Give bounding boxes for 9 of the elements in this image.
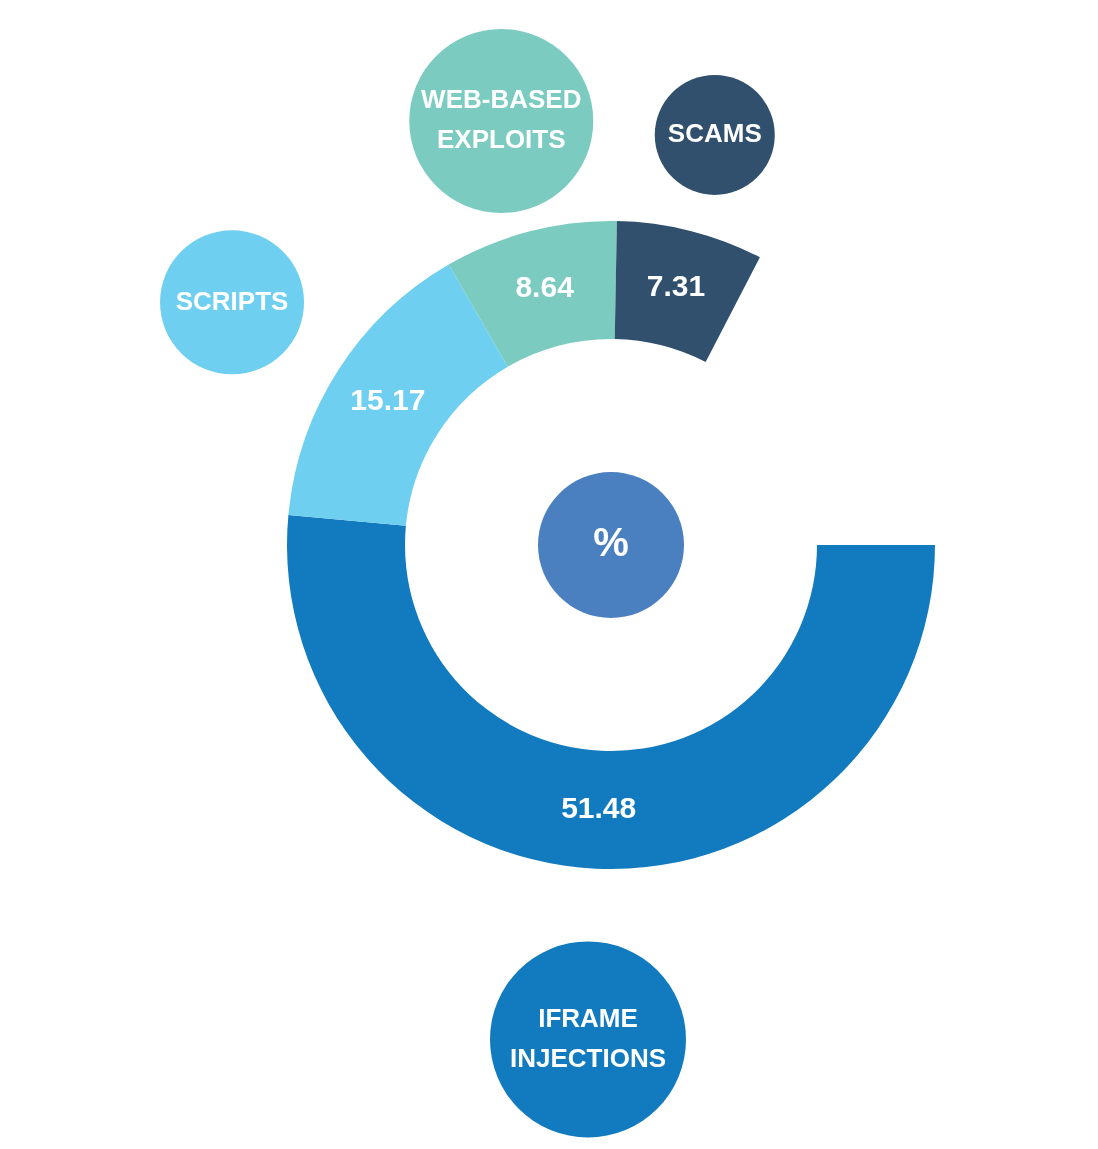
slice-label: SCRIPTS xyxy=(175,285,289,316)
slice-label: WEB-BASED EXPLOITS xyxy=(421,84,582,155)
slice-label: SCAMS xyxy=(667,118,762,149)
slice-label: IFRAME INJECTIONS xyxy=(509,1002,667,1073)
data-label: 7.31 xyxy=(646,269,706,303)
data-label: 51.48 xyxy=(561,790,637,824)
text: % xyxy=(593,520,629,565)
data-label: 15.17 xyxy=(350,383,426,417)
data-label: 8.64 xyxy=(515,269,575,303)
